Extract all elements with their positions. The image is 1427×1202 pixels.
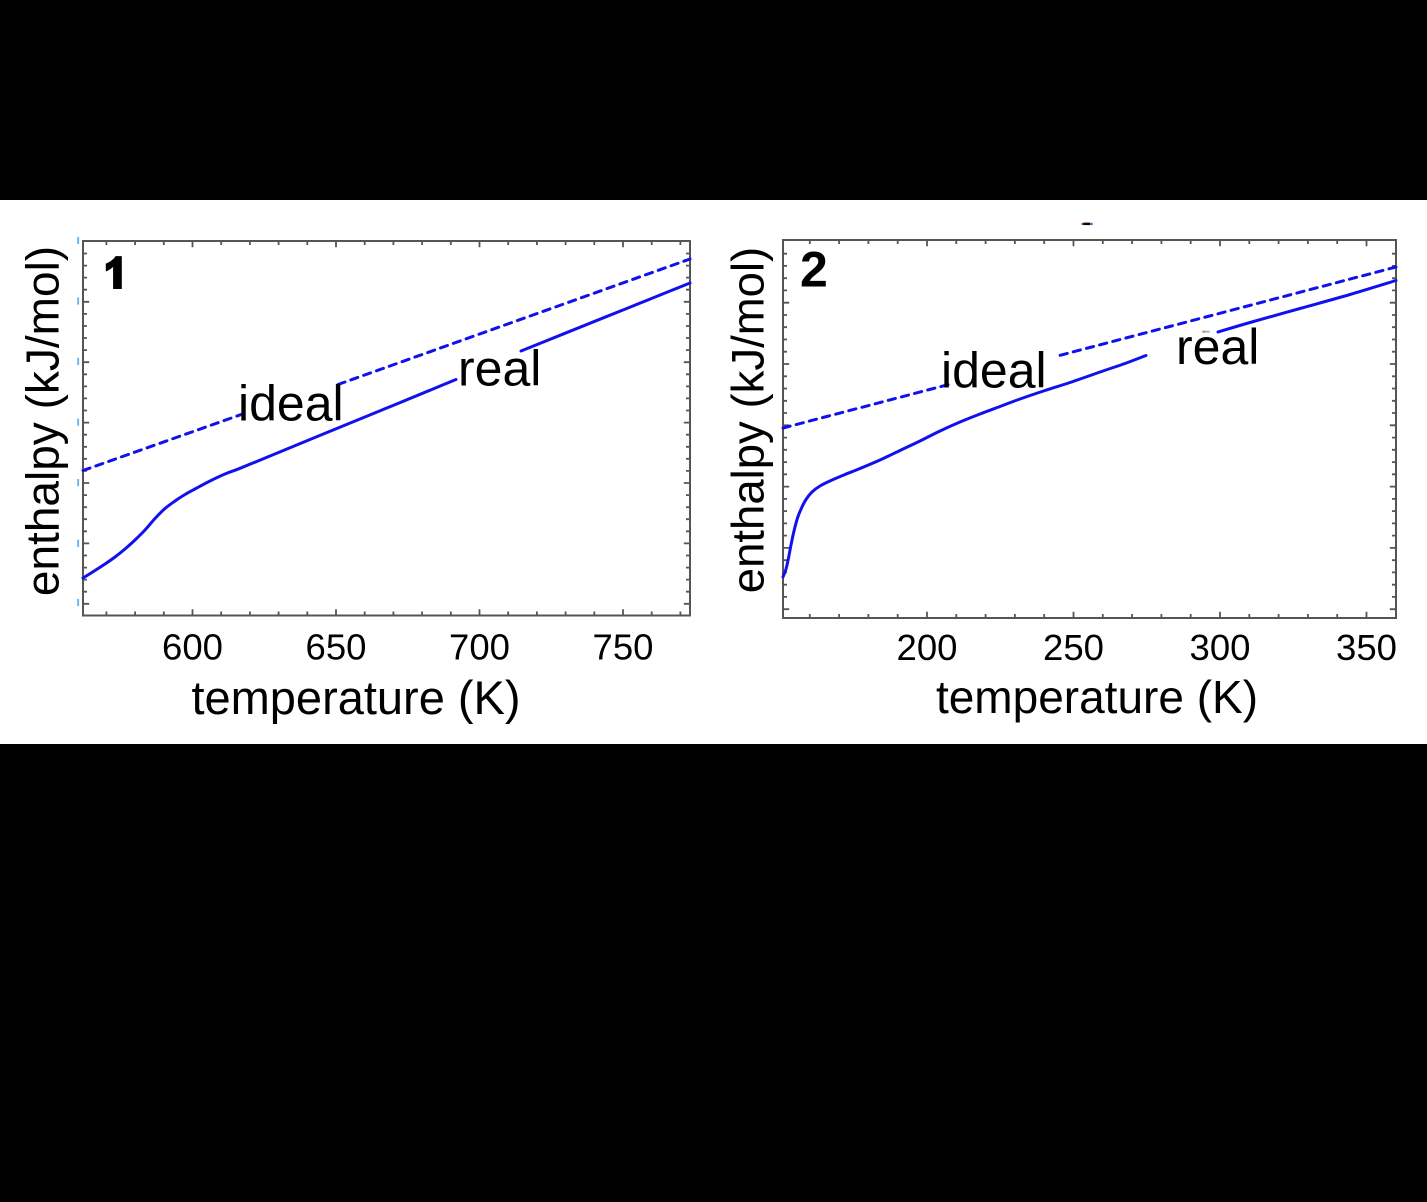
- svg-text:real: real: [458, 341, 541, 397]
- svg-text:enthalpy (kJ/mol): enthalpy (kJ/mol): [17, 246, 69, 596]
- svg-text:temperature (K): temperature (K): [191, 671, 520, 724]
- svg-text:real: real: [1176, 319, 1259, 375]
- svg-text:enthalpy (kJ/mol): enthalpy (kJ/mol): [723, 247, 774, 593]
- svg-text:250: 250: [1043, 627, 1104, 668]
- svg-text:300: 300: [1190, 627, 1251, 668]
- svg-text:600: 600: [162, 627, 223, 668]
- svg-text:ideal: ideal: [941, 343, 1047, 399]
- svg-text:700: 700: [449, 627, 510, 668]
- svg-text:ideal: ideal: [238, 376, 344, 432]
- svg-text:temperature (K): temperature (K): [936, 671, 1258, 723]
- svg-text:350: 350: [1336, 627, 1397, 668]
- svg-text:2: 2: [800, 242, 828, 298]
- svg-text:650: 650: [306, 627, 367, 668]
- svg-text:200: 200: [897, 627, 958, 668]
- svg-text:750: 750: [593, 627, 654, 668]
